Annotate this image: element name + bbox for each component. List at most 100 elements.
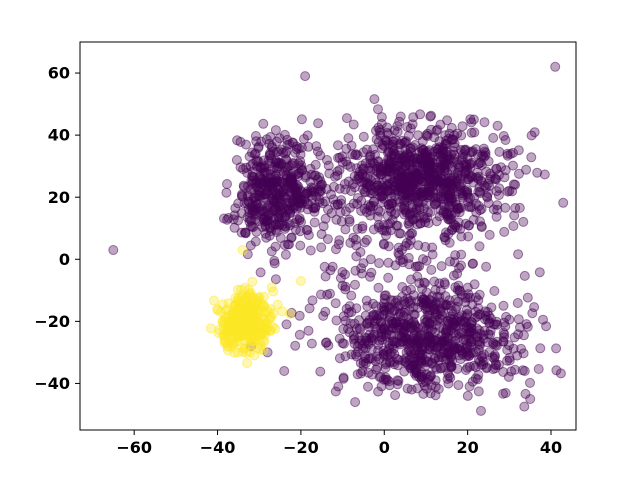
scatter-point <box>397 291 408 302</box>
scatter-point <box>232 347 243 358</box>
y-tick-label: 60 <box>48 64 70 83</box>
scatter-point <box>417 148 428 159</box>
scatter-point <box>419 380 430 391</box>
scatter-point <box>435 148 446 159</box>
plot-area <box>80 42 576 430</box>
scatter-point <box>426 264 437 275</box>
scatter-point <box>494 183 505 194</box>
scatter-point <box>465 114 476 125</box>
scatter-point <box>404 210 415 221</box>
scatter-point <box>521 164 532 175</box>
scatter-point <box>391 220 402 231</box>
scatter-point <box>468 258 478 269</box>
scatter-point <box>526 152 537 163</box>
scatter-point <box>348 119 359 130</box>
scatter-point <box>250 205 261 216</box>
scatter-point <box>241 347 252 358</box>
scatter-point <box>508 160 518 171</box>
scatter-point <box>305 245 316 256</box>
scatter-point <box>258 327 269 338</box>
scatter-point <box>320 271 331 282</box>
scatter-point <box>415 218 426 229</box>
scatter-point <box>518 216 529 227</box>
scatter-point <box>500 135 511 145</box>
scatter-point <box>469 279 480 290</box>
scatter-point <box>404 230 415 241</box>
scatter-point <box>350 234 361 245</box>
scatter-point <box>372 362 383 373</box>
scatter-point <box>367 310 378 321</box>
x-tick-label: 40 <box>540 438 562 457</box>
scatter-point <box>450 220 461 231</box>
scatter-point <box>272 161 283 172</box>
scatter-point <box>346 349 357 360</box>
scatter-point <box>376 329 387 340</box>
scatter-point <box>232 303 243 314</box>
scatter-point <box>281 162 292 173</box>
scatter-point <box>292 189 303 200</box>
scatter-point <box>482 314 493 325</box>
x-tick-label: −60 <box>116 438 152 457</box>
scatter-point <box>436 261 447 272</box>
scatter-point <box>260 176 271 187</box>
scatter-point <box>393 194 404 205</box>
scatter-point <box>260 220 271 231</box>
scatter-point <box>295 240 306 251</box>
scatter-point <box>419 314 430 325</box>
scatter-point <box>422 128 433 139</box>
scatter-point <box>299 134 309 144</box>
scatter-point <box>242 358 253 368</box>
scatter-point <box>513 249 524 260</box>
scatter-point <box>508 343 519 354</box>
scatter-point <box>455 345 466 356</box>
scatter-point <box>454 203 465 213</box>
scatter-point <box>249 149 260 160</box>
scatter-point <box>451 316 462 327</box>
scatter-point <box>108 245 119 255</box>
scatter-point <box>464 381 475 392</box>
scatter-point <box>241 310 252 321</box>
scatter-point <box>363 381 373 392</box>
scatter-point <box>404 220 415 231</box>
scatter-point <box>295 156 306 167</box>
scatter-point <box>334 353 345 364</box>
scatter-point <box>442 374 453 384</box>
scatter-point <box>306 338 317 349</box>
scatter-point <box>426 110 437 121</box>
scatter-point <box>453 380 464 391</box>
scatter-point <box>392 379 403 390</box>
scatter-point <box>293 181 304 192</box>
scatter-point <box>363 178 374 189</box>
scatter-point <box>286 160 297 171</box>
scatter-point <box>490 339 501 350</box>
scatter-point <box>237 245 248 255</box>
scatter-point <box>305 163 316 174</box>
scatter-point <box>479 180 490 191</box>
scatter-point <box>251 176 262 187</box>
y-tick-label: −40 <box>34 374 70 393</box>
scatter-point <box>304 303 315 314</box>
scatter-point <box>354 323 365 334</box>
scatter-point <box>263 209 274 220</box>
scatter-point <box>369 94 380 105</box>
scatter-point <box>208 295 219 306</box>
scatter-point <box>375 206 385 217</box>
scatter-point <box>279 366 290 376</box>
scatter-point <box>469 127 480 138</box>
scatter-point <box>352 174 363 185</box>
scatter-point <box>274 133 285 144</box>
scatter-point <box>473 386 484 397</box>
scatter-point <box>439 279 450 290</box>
scatter-point <box>400 241 411 251</box>
scatter-point <box>376 191 387 202</box>
scatter-point <box>258 118 269 129</box>
scatter-point <box>323 160 334 171</box>
scatter-point <box>340 315 351 326</box>
scatter-point <box>331 214 342 225</box>
scatter-point <box>512 298 523 308</box>
scatter-point <box>384 376 394 387</box>
scatter-point <box>480 147 491 158</box>
scatter-point <box>302 130 313 141</box>
scatter-point <box>303 325 314 336</box>
scatter-point <box>399 366 410 377</box>
